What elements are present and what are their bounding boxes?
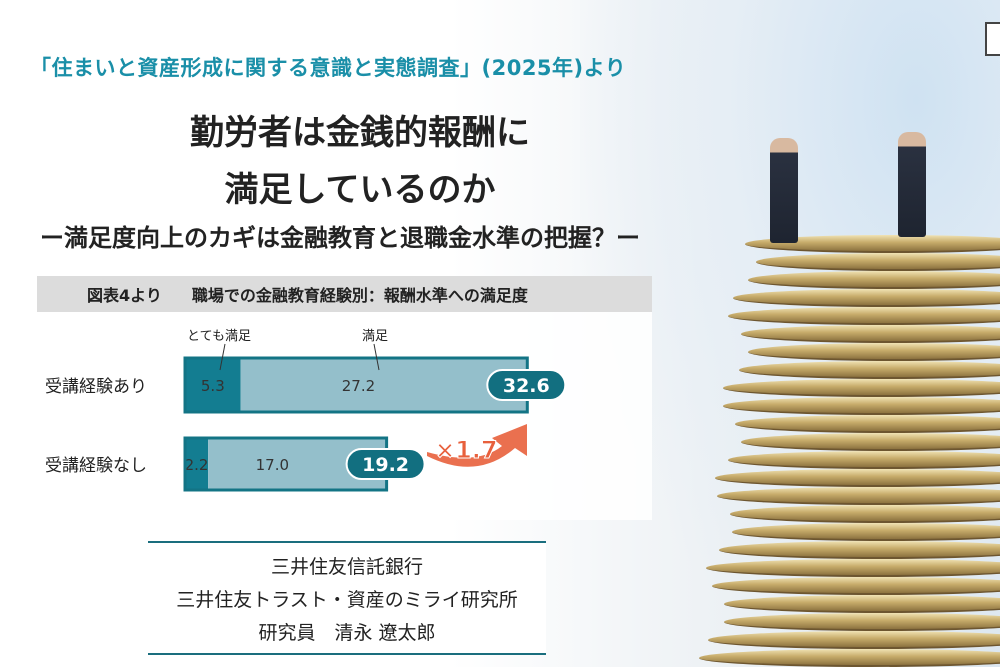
coin bbox=[698, 649, 1000, 667]
chart-title: 職場での金融教育経験別：報酬水準への満足度 bbox=[191, 286, 528, 305]
coin bbox=[728, 307, 1000, 325]
total-badge bbox=[345, 448, 426, 480]
coin bbox=[740, 433, 1000, 451]
leader-line bbox=[219, 343, 226, 371]
coin bbox=[738, 361, 1000, 379]
coin bbox=[708, 631, 1000, 649]
page-subtitle: ー満足度向上のカギは金融教育と退職金水準の把握？ー bbox=[40, 224, 640, 252]
coin bbox=[711, 577, 1000, 595]
bar-segment bbox=[185, 438, 209, 490]
coin bbox=[718, 541, 1000, 559]
coin bbox=[717, 487, 1000, 505]
coin bbox=[722, 397, 1000, 415]
coin bbox=[748, 343, 1000, 361]
author-box: 三井住友信託銀行 三井住友トラスト・資産のミライ研究所 研究員 清永 遼太郎 bbox=[148, 541, 546, 655]
coin bbox=[723, 379, 1000, 397]
leader-line bbox=[373, 343, 380, 371]
growth-arrow bbox=[427, 424, 527, 467]
category-label: 受講経験なし bbox=[45, 456, 147, 476]
segment-value-label: 2.2 bbox=[185, 456, 209, 474]
author-institute: 三井住友トラスト・資産のミライ研究所 bbox=[176, 589, 518, 611]
total-badge bbox=[486, 369, 567, 401]
coin bbox=[724, 595, 1000, 613]
author-org: 三井住友信託銀行 bbox=[270, 556, 423, 578]
coin bbox=[723, 613, 1000, 631]
chart-svg: 受講経験あり 5.3 27.2 32.6 受講経験なし 2.2 17.0 19.2 とても満足 満… bbox=[45, 329, 567, 492]
coin-stack-image bbox=[698, 235, 1000, 667]
coin bbox=[732, 289, 1000, 307]
bar-segment bbox=[185, 358, 241, 412]
coin bbox=[714, 469, 1000, 487]
legend-label: とても満足 bbox=[187, 329, 251, 344]
page-title: 満足しているのか bbox=[224, 170, 496, 210]
chart-panel: 図表4より 職場での金融教育経験別：報酬水準への満足度 受講経験あり 5.3 27.… bbox=[37, 276, 652, 520]
coin bbox=[740, 325, 1000, 343]
multiplier-annotation: ×1.7 bbox=[435, 436, 498, 464]
coin bbox=[732, 523, 1000, 541]
coin bbox=[748, 271, 1000, 289]
source-caption: 「住まいと資産形成に関する意識と実態調査」(2025年)より bbox=[30, 56, 627, 80]
page-title: 勤労者は金銭的報酬に bbox=[190, 113, 530, 153]
coin bbox=[755, 253, 1000, 271]
category-label: 受講経験あり bbox=[45, 377, 147, 397]
businessman-figure bbox=[770, 138, 798, 243]
segment-value-label: 27.2 bbox=[342, 377, 375, 395]
segment-value-label: 5.3 bbox=[201, 377, 225, 395]
bar-segment bbox=[240, 358, 527, 412]
corner-box bbox=[985, 22, 1000, 56]
total-value-label: 19.2 bbox=[362, 454, 409, 476]
total-value-label: 32.6 bbox=[503, 375, 550, 397]
author-name: 研究員 清永 遼太郎 bbox=[258, 622, 436, 644]
coin bbox=[729, 505, 1000, 523]
segment-value-label: 17.0 bbox=[256, 456, 289, 474]
coin bbox=[728, 451, 1000, 469]
coin bbox=[706, 559, 1000, 577]
coin bbox=[735, 415, 1000, 433]
coin bbox=[745, 235, 1000, 253]
chart-header: 図表4より 職場での金融教育経験別：報酬水準への満足度 bbox=[37, 276, 652, 312]
businessman-figure bbox=[898, 132, 926, 237]
figure-label: 図表4より bbox=[87, 286, 162, 305]
legend-label: 満足 bbox=[362, 329, 388, 344]
